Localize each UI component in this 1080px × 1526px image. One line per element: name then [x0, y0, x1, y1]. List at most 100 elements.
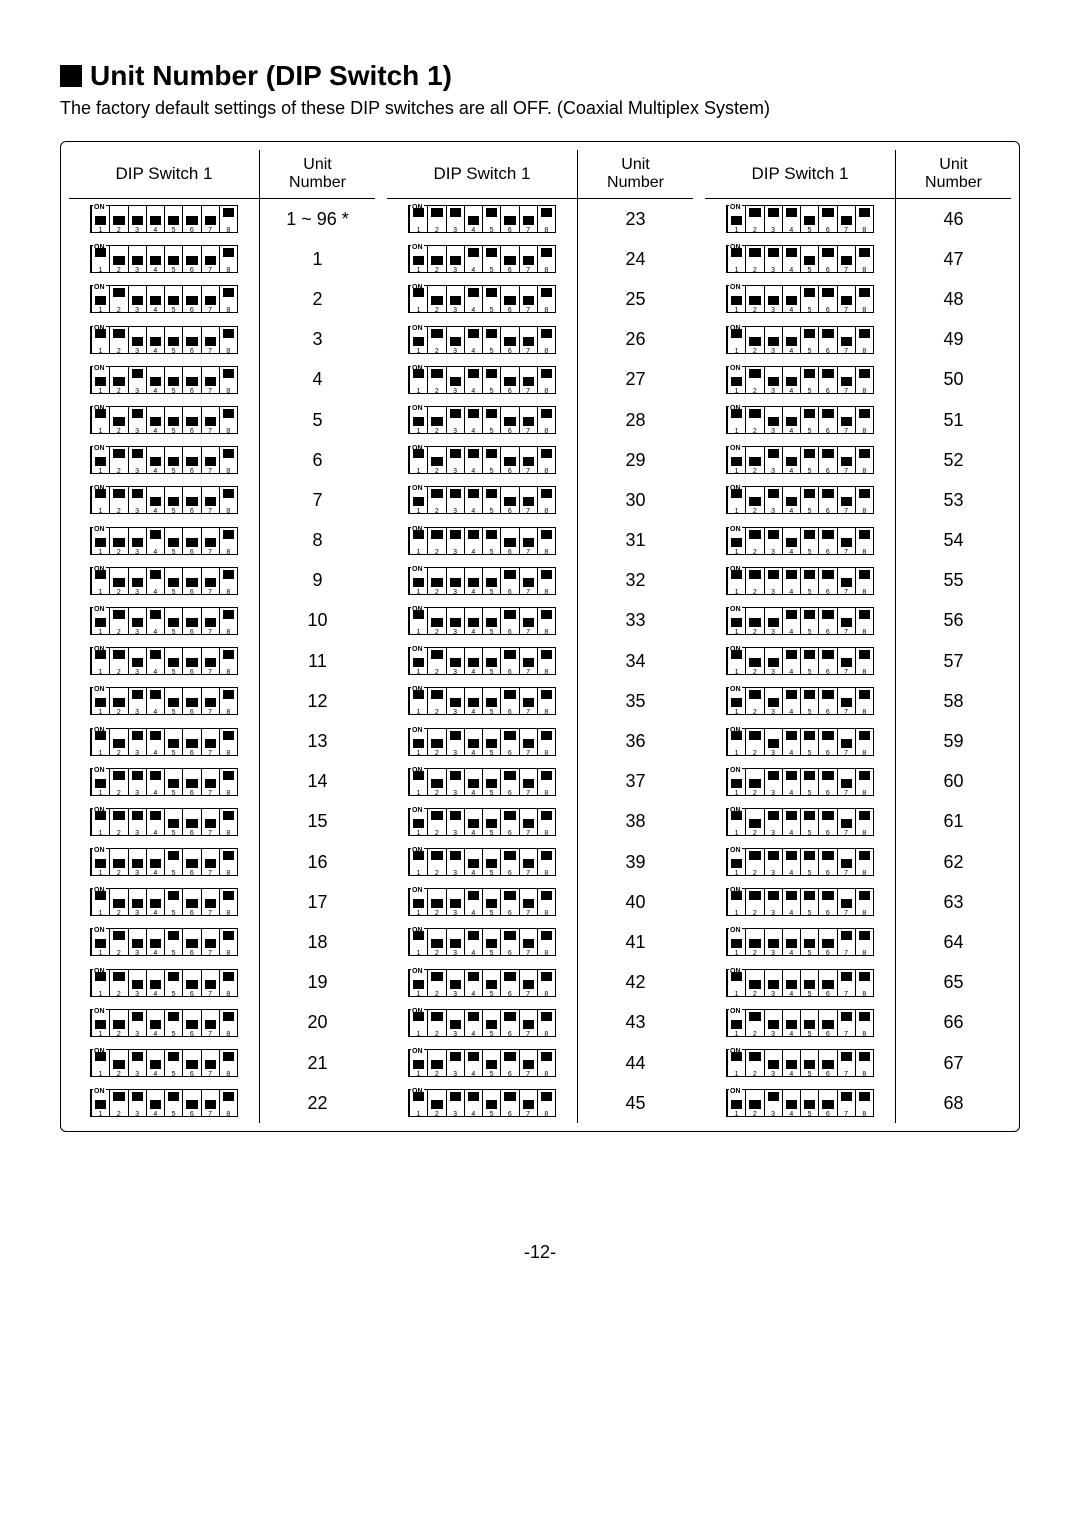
dip-knob	[841, 216, 852, 225]
dip-switch-number: 1	[728, 307, 745, 314]
dip-switch-number: 8	[220, 950, 237, 957]
dip-switch-number: 6	[183, 549, 200, 556]
dip-knob	[205, 819, 216, 828]
dip-switch-number: 2	[110, 790, 127, 797]
dip-switch-pos: 1	[409, 929, 427, 955]
dip-switch-number: 5	[801, 709, 818, 716]
dip-switch: ON12345678	[726, 446, 874, 474]
dip-switch-number: 4	[783, 950, 800, 957]
dip-switch-number: 2	[428, 468, 445, 475]
dip-switch-number: 1	[92, 830, 109, 837]
dip-knob	[413, 578, 424, 587]
dip-knob	[223, 248, 234, 257]
cell-unit-number: 51	[895, 400, 1011, 440]
dip-switch-number: 5	[801, 1071, 818, 1078]
dip-switch-pos: 8	[537, 367, 555, 393]
dip-knob	[786, 377, 797, 386]
dip-switch-number: 7	[838, 1031, 855, 1038]
cell-dip: ON12345678	[387, 808, 577, 836]
dip-switch-number: 4	[465, 227, 482, 234]
dip-knob	[841, 1052, 852, 1061]
dip-switch-pos: 5	[800, 608, 818, 634]
dip-switch-number: 6	[819, 348, 836, 355]
dip-switch-number: 3	[447, 709, 464, 716]
dip-knob	[804, 690, 815, 699]
dip-knob	[431, 578, 442, 587]
dip-knob	[223, 731, 234, 740]
dip-switch-pos: 3	[128, 608, 146, 634]
dip-switch-number: 7	[838, 629, 855, 636]
dip-knob	[150, 980, 161, 989]
dip-switch-pos: 6	[818, 849, 836, 875]
dip-switch-number: 3	[129, 348, 146, 355]
dip-switch-pos: 1	[91, 568, 109, 594]
dip-switch-pos: 1	[727, 648, 745, 674]
dip-switch-number: 3	[129, 508, 146, 515]
dip-knob	[822, 811, 833, 820]
dip-knob	[731, 489, 742, 498]
dip-switch-number: 1	[728, 227, 745, 234]
dip-knob	[132, 337, 143, 346]
dip-switch-number: 6	[501, 830, 518, 837]
dip-switch-number: 8	[856, 1031, 873, 1038]
dip-knob	[786, 690, 797, 699]
dip-switch-pos: 8	[219, 1090, 237, 1116]
dip-knob	[450, 811, 461, 820]
dip-knob	[132, 618, 143, 627]
dip-switch-pos: 2	[109, 568, 127, 594]
dip-switch-number: 3	[765, 1071, 782, 1078]
dip-switch-pos: 3	[128, 729, 146, 755]
cell-unit-number: 16	[259, 842, 375, 882]
dip-switch-number: 4	[783, 1031, 800, 1038]
dip-switch-pos: 8	[537, 970, 555, 996]
cell-unit-number: 56	[895, 601, 1011, 641]
dip-switch-pos: 4	[146, 809, 164, 835]
dip-knob	[150, 650, 161, 659]
dip-switch-pos: 1	[91, 528, 109, 554]
dip-knob	[523, 377, 534, 386]
dip-knob	[150, 1100, 161, 1109]
dip-switch: ON12345678	[90, 928, 238, 956]
dip-switch-number: 8	[220, 991, 237, 998]
dip-knob	[431, 972, 442, 981]
dip-switch-number: 2	[428, 750, 445, 757]
dip-switch-number: 4	[147, 1071, 164, 1078]
dip-knob	[168, 417, 179, 426]
dip-switch-pos: 1	[91, 1010, 109, 1036]
dip-knob	[468, 658, 479, 667]
dip-knob	[731, 891, 742, 900]
dip-knob	[804, 449, 815, 458]
dip-knob	[541, 610, 552, 619]
dip-switch-pos: 6	[182, 608, 200, 634]
dip-knob	[841, 899, 852, 908]
dip-knob	[431, 256, 442, 265]
dip-switch-pos: 8	[537, 849, 555, 875]
dip-switch-number: 2	[746, 629, 763, 636]
dip-knob	[413, 931, 424, 940]
dip-knob	[486, 779, 497, 788]
dip-switch-pos: 3	[446, 1090, 464, 1116]
dip-knob	[504, 216, 515, 225]
dip-switch-pos: 7	[201, 327, 219, 353]
dip-switch: ON12345678	[726, 647, 874, 675]
dip-switch-number: 2	[746, 1111, 763, 1118]
dip-switch-number: 2	[110, 629, 127, 636]
cell-unit-number: 28	[577, 400, 693, 440]
dip-switch-pos: 7	[519, 528, 537, 554]
dip-switch-pos: 5	[164, 1050, 182, 1076]
cell-unit-number: 21	[259, 1043, 375, 1083]
dip-knob	[523, 859, 534, 868]
dip-switch-number: 2	[110, 750, 127, 757]
dip-switch-number: 7	[202, 428, 219, 435]
dip-switch-number: 7	[838, 991, 855, 998]
dip-switch-pos: 1	[409, 729, 427, 755]
dip-knob	[413, 771, 424, 780]
dip-switch-pos: 7	[201, 608, 219, 634]
dip-knob	[523, 899, 534, 908]
dip-switch-pos: 7	[201, 487, 219, 513]
dip-knob	[768, 248, 779, 257]
dip-switch-pos: 5	[164, 367, 182, 393]
dip-switch-number: 6	[501, 267, 518, 274]
dip-knob	[205, 698, 216, 707]
dip-switch-pos: 6	[500, 367, 518, 393]
